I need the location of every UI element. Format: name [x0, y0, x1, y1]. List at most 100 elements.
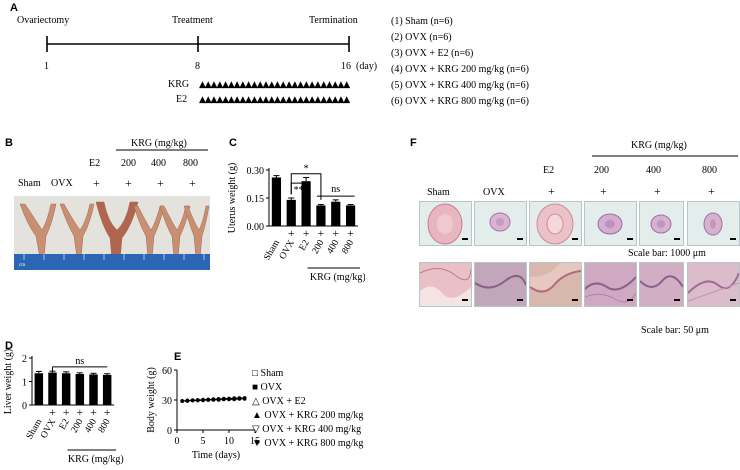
panel-label-b: B — [5, 137, 13, 149]
x-tick-label: 0 — [175, 436, 180, 447]
series-point-5 — [242, 396, 247, 400]
f-row-ovx: OVX — [483, 187, 505, 198]
b-plus-800: + — [189, 176, 196, 190]
b-plus-400: + — [157, 176, 164, 190]
e2-triangles: ▲▲▲▲▲▲▲▲▲▲▲▲▲▲▲▲▲▲▲▲▲▲▲▲▲▲ — [199, 95, 350, 105]
category-label: E2 — [298, 238, 312, 252]
timeline-svg — [46, 36, 350, 52]
histo-low-krg800 — [687, 201, 740, 246]
f-col-400: 400 — [646, 165, 661, 176]
category-label: E2 — [58, 417, 72, 431]
b-row-ovx: OVX — [51, 178, 73, 189]
b-plus-200: + — [125, 176, 132, 190]
plus-marker: + — [63, 405, 70, 419]
group-5: (5) OVX + KRG 400 mg/kg (n=6) — [391, 80, 529, 91]
plus-marker: + — [90, 405, 97, 419]
ruler — [14, 254, 210, 270]
series-point-5 — [190, 398, 195, 402]
panel-label-f: F — [410, 137, 417, 149]
f-col-200: 200 — [594, 165, 609, 176]
sig-double-star: ** — [294, 185, 304, 196]
histo-low-sham — [419, 201, 472, 246]
group-4: (4) OVX + KRG 200 mg/kg (n=6) — [391, 64, 529, 75]
histo-high-e2 — [529, 262, 582, 307]
plus-marker: + — [347, 226, 354, 240]
category-label: 400 — [83, 417, 99, 435]
histo-high-sham — [419, 262, 472, 307]
y-tick-label: 0.15 — [247, 194, 265, 205]
event-termination: Termination — [309, 15, 358, 26]
series-point-5 — [196, 398, 200, 402]
panel-label-d: D — [5, 340, 13, 352]
f-krg-header: KRG (mg/kg) — [631, 140, 687, 151]
legend-item-krg400: ▽ OVX + KRG 400 mg/kg — [252, 424, 362, 435]
histo-high-krg800 — [687, 262, 740, 307]
series-point-5 — [232, 396, 236, 400]
treatment-label-e2: E2 — [176, 94, 188, 105]
panel-label-c: C — [229, 137, 237, 149]
histo-high-ovx — [474, 262, 527, 307]
sig-ns: ns — [75, 356, 84, 367]
b-krg-header: KRG (mg/kg) — [131, 138, 187, 149]
series-point-5 — [201, 397, 205, 402]
group-6: (6) OVX + KRG 800 mg/kg (n=6) — [391, 96, 529, 107]
legend-item-sham: □ Sham — [252, 368, 284, 379]
f-plus-200: + — [600, 184, 607, 198]
uterus-krg400 — [159, 205, 191, 259]
plus-marker: + — [318, 226, 325, 240]
series-point-5 — [206, 397, 210, 402]
histo-low-krg200 — [584, 201, 637, 246]
sig-star: * — [304, 164, 309, 175]
series-point-5 — [227, 396, 231, 401]
y-axis-label: Body weight (g) — [146, 367, 157, 433]
group-3: (3) OVX + E2 (n=6) — [391, 48, 474, 59]
bar-Sham — [34, 373, 44, 405]
series-point-5 — [180, 399, 184, 403]
x-tick-label: 10 — [224, 436, 234, 447]
category-label: 800 — [340, 238, 356, 256]
histo-low-ovx — [474, 201, 527, 246]
e-legend: □ Sham ■ OVX △ OVX + E2 ▲ OVX + KRG 200 … — [252, 368, 363, 452]
category-label: OVX — [278, 238, 297, 261]
y-tick-label: 2 — [22, 354, 27, 365]
series-point-5 — [216, 397, 221, 401]
b-col-400: 400 — [151, 158, 166, 169]
treatment-label-krg: KRG — [168, 79, 190, 90]
sig-ns: ns — [331, 184, 340, 195]
histo-low-krg400 — [639, 201, 684, 246]
bar-400 — [89, 374, 98, 405]
b-col-800: 800 — [183, 158, 198, 169]
histo-high-krg200 — [584, 262, 637, 307]
x-axis-label: KRG (mg/kg) — [68, 454, 124, 465]
y-axis-label: Liver weight (g) — [3, 349, 14, 415]
krg-triangles: ▲▲▲▲▲▲▲▲▲▲▲▲▲▲▲▲▲▲▲▲▲▲▲▲▲▲ — [199, 80, 350, 90]
b-plus-e2: + — [93, 176, 100, 190]
bar-800 — [102, 374, 112, 405]
group-2: (2) OVX (n=6) — [391, 32, 452, 43]
event-treatment: Treatment — [172, 15, 213, 26]
bar-Sham — [271, 177, 282, 226]
bar-800 — [345, 205, 356, 226]
x-axis-label: KRG (mg/kg) — [310, 272, 365, 283]
f-plus-400: + — [654, 184, 661, 198]
f-col-e2: E2 — [543, 165, 555, 176]
series-point-5 — [185, 398, 190, 403]
plus-marker: + — [49, 405, 56, 419]
f-row-sham: Sham — [427, 187, 450, 198]
uterus-photo: cm — [14, 196, 210, 270]
series-point-5 — [222, 396, 226, 401]
histo-low-e2 — [529, 201, 582, 246]
uterus-krg800 — [183, 205, 210, 259]
b-header-line-svg — [116, 149, 208, 151]
x-tick-label: 15 — [250, 436, 260, 447]
bar-E2 — [301, 181, 311, 226]
event-ovariectomy: Ovariectomy — [17, 15, 70, 26]
chart-body-weight: 0 30 60 0 5 10 15 Body weight (g) Time (days) — [146, 366, 260, 461]
tick-label-8: 8 — [195, 61, 200, 72]
category-label: OVX — [39, 417, 58, 440]
uterus-sham — [19, 203, 57, 259]
y-tick-label: 0 — [167, 426, 172, 437]
